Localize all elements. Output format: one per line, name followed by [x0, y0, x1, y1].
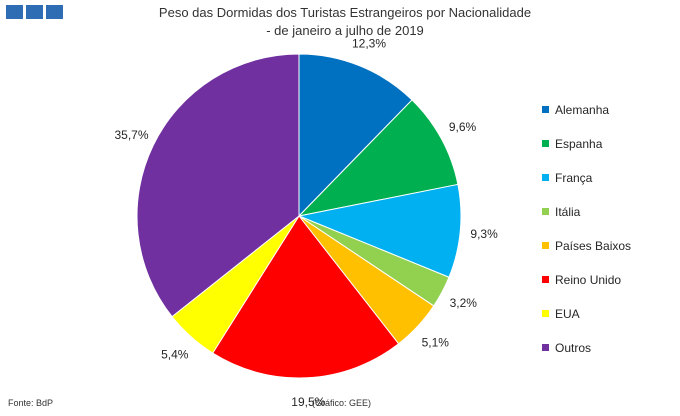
chart-subtitle: - de janeiro a julho de 2019: [266, 23, 424, 38]
data-label-7: 35,7%: [114, 128, 148, 142]
pie-slice-7: [136, 53, 300, 318]
legend-label-5: Reino Unido: [555, 273, 621, 287]
legend-label-6: EUA: [555, 307, 580, 321]
legend-swatch-7: [542, 344, 549, 351]
data-label-5: 19,5%: [291, 395, 325, 409]
source-note: Fonte: BdP: [8, 398, 54, 408]
legend-swatch-1: [542, 140, 549, 147]
legend-label-7: Outros: [555, 341, 591, 355]
legend-label-0: Alemanha: [555, 103, 609, 117]
legend-label-3: Itália: [555, 205, 581, 219]
legend-swatch-6: [542, 310, 549, 317]
data-label-1: 9,6%: [449, 120, 477, 134]
pie-slice-2: [297, 183, 462, 278]
pie-slice-0: [298, 53, 413, 218]
data-label-0: 12,3%: [352, 37, 386, 51]
chart-title-block: Peso das Dormidas dos Turistas Estrangei…: [0, 4, 680, 40]
chart-title: Peso das Dormidas dos Turistas Estrangei…: [158, 5, 532, 20]
legend-label-4: Países Baixos: [555, 239, 631, 253]
data-label-4: 5,1%: [422, 336, 450, 350]
data-label-6: 5,4%: [161, 347, 189, 361]
legend-swatch-3: [542, 208, 549, 215]
pie-slice-1: [297, 99, 459, 217]
legend-label-2: França: [555, 171, 593, 185]
legend-swatch-4: [542, 242, 549, 249]
legend-label-1: Espanha: [555, 137, 603, 151]
logo-icon: [6, 5, 63, 19]
data-label-3: 3,2%: [450, 296, 478, 310]
legend-swatch-5: [542, 276, 549, 283]
chart-credit: (Gráfico: GEE): [312, 398, 372, 408]
pie-slice-5: [212, 215, 400, 379]
data-label-2: 9,3%: [470, 227, 498, 241]
legend-swatch-0: [542, 106, 549, 113]
legend-swatch-2: [542, 174, 549, 181]
